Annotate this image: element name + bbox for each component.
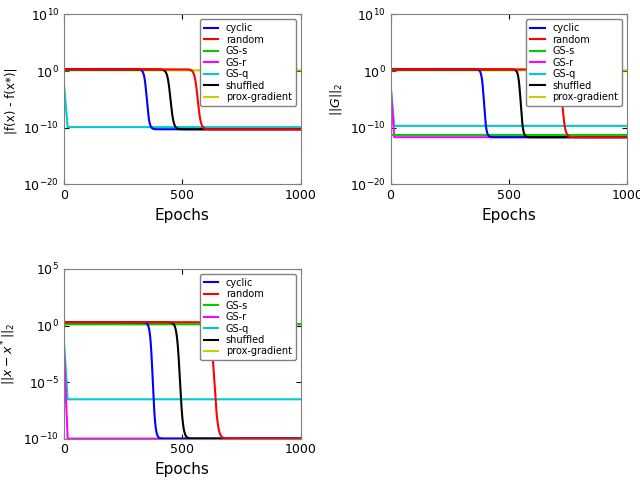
X-axis label: Epochs: Epochs	[481, 208, 536, 223]
X-axis label: Epochs: Epochs	[155, 208, 210, 223]
Y-axis label: $||G||_2$: $||G||_2$	[328, 82, 344, 116]
Y-axis label: $||x - x^*||_2$: $||x - x^*||_2$	[0, 322, 18, 385]
Y-axis label: |f(x) - f(x*)| : |f(x) - f(x*)|	[4, 64, 18, 134]
Legend: cyclic, random, GS-s, GS-r, GS-q, shuffled, prox-gradient: cyclic, random, GS-s, GS-r, GS-q, shuffl…	[200, 19, 296, 106]
X-axis label: Epochs: Epochs	[155, 462, 210, 477]
Legend: cyclic, random, GS-s, GS-r, GS-q, shuffled, prox-gradient: cyclic, random, GS-s, GS-r, GS-q, shuffl…	[526, 19, 622, 106]
Legend: cyclic, random, GS-s, GS-r, GS-q, shuffled, prox-gradient: cyclic, random, GS-s, GS-r, GS-q, shuffl…	[200, 274, 296, 361]
